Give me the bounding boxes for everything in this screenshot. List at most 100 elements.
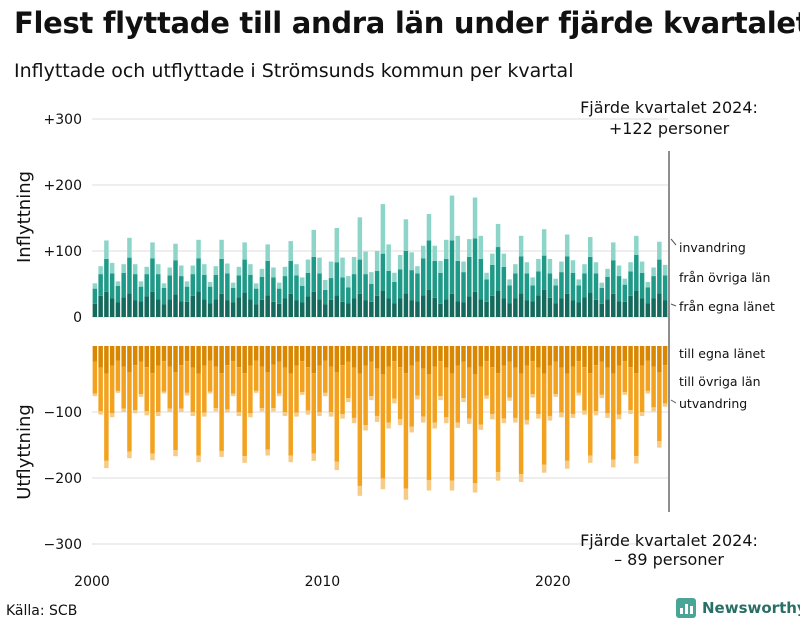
bar-in-egna-lanet (138, 301, 144, 317)
bar-out-egna-lanet (282, 346, 288, 368)
bar-out-egna-lanet (495, 346, 501, 374)
bar-out-utvandring (438, 396, 443, 401)
bar-in-invandring (587, 237, 593, 257)
bar-in-egna-lanet (161, 304, 167, 317)
bar-out-egna-lanet (518, 346, 524, 374)
bar-out-egna-lanet (144, 346, 149, 368)
bar-in-egna-lanet (351, 298, 357, 317)
bar-in-invandring (138, 281, 144, 287)
bar-in-invandring (305, 259, 311, 273)
bar-in-ovriga-lan (472, 238, 478, 292)
bar-in-ovriga-lan (513, 273, 518, 299)
brand-logo[interactable]: Newsworthy (676, 598, 800, 618)
bar-out-utvandring (397, 419, 403, 426)
bar-in-invandring (207, 282, 213, 287)
bar-out-egna-lanet (420, 346, 426, 369)
annotation-top-line2: +122 personer (609, 119, 730, 138)
bar-out-egna-lanet (196, 346, 201, 374)
bar-out-ovriga-lan (536, 367, 541, 414)
bar-in-egna-lanet (490, 295, 495, 317)
bar-in-ovriga-lan (127, 257, 132, 294)
bar-out-utvandring (179, 408, 184, 412)
bar-out-utvandring (645, 390, 651, 394)
bar-in-invandring (161, 283, 167, 288)
bar-in-egna-lanet (242, 292, 247, 317)
bar-in-ovriga-lan (449, 240, 455, 294)
bar-in-invandring (599, 282, 604, 288)
bar-in-egna-lanet (541, 289, 547, 317)
bar-out-egna-lanet (299, 346, 305, 362)
bar-out-egna-lanet (173, 346, 178, 373)
bar-out-utvandring (92, 393, 98, 397)
bar-out-ovriga-lan (219, 373, 224, 451)
bar-out-egna-lanet (179, 346, 184, 366)
bar-out-ovriga-lan (599, 361, 604, 395)
bar-out-ovriga-lan (426, 374, 432, 480)
bar-in-invandring (536, 258, 541, 272)
bar-out-ovriga-lan (645, 360, 651, 391)
bar-out-egna-lanet (161, 346, 167, 362)
bar-out-utvandring (271, 408, 276, 412)
bar-in-ovriga-lan (443, 258, 449, 300)
bar-in-egna-lanet (564, 293, 570, 317)
bar-out-egna-lanet (478, 346, 484, 367)
bar-in-invandring (478, 235, 484, 259)
bar-in-ovriga-lan (420, 258, 426, 296)
bar-in-egna-lanet (501, 298, 507, 317)
bar-out-egna-lanet (138, 346, 144, 362)
bar-in-egna-lanet (323, 304, 328, 317)
bar-out-egna-lanet (184, 346, 190, 362)
bar-out-utvandring (524, 419, 530, 425)
bar-in-egna-lanet (288, 293, 293, 317)
bar-in-ovriga-lan (161, 287, 167, 305)
bar-out-utvandring (518, 474, 524, 482)
bar-in-invandring (115, 281, 121, 286)
bar-out-ovriga-lan (380, 374, 386, 479)
bar-in-ovriga-lan (582, 273, 587, 298)
bar-in-invandring (553, 278, 558, 286)
bar-out-utvandring (127, 451, 132, 459)
bar-out-ovriga-lan (288, 373, 293, 456)
bar-out-egna-lanet (409, 346, 414, 366)
bar-out-egna-lanet (230, 346, 236, 362)
bar-out-utvandring (380, 478, 386, 490)
bar-in-ovriga-lan (611, 260, 616, 294)
bar-out-utvandring (461, 398, 466, 403)
x-tick-label: 2000 (74, 574, 110, 590)
bar-out-utvandring (392, 398, 397, 404)
bar-out-utvandring (559, 412, 564, 418)
bar-out-utvandring (265, 449, 270, 456)
bar-out-utvandring (115, 390, 121, 393)
bar-out-utvandring (132, 410, 138, 414)
bar-out-ovriga-lan (311, 373, 316, 454)
bar-out-ovriga-lan (507, 361, 512, 398)
bar-in-invandring (311, 229, 316, 257)
bar-in-egna-lanet (346, 303, 351, 317)
bar-in-egna-lanet (645, 303, 651, 317)
bar-in-egna-lanet (115, 302, 121, 317)
bar-in-invandring (236, 266, 242, 276)
bar-out-ovriga-lan (357, 373, 363, 486)
bar-out-ovriga-lan (328, 366, 334, 412)
bar-in-egna-lanet (662, 300, 668, 317)
bar-in-ovriga-lan (570, 272, 576, 301)
bar-in-ovriga-lan (616, 276, 622, 302)
bar-in-ovriga-lan (553, 285, 558, 304)
bar-in-invandring (259, 268, 265, 277)
bar-in-ovriga-lan (138, 286, 144, 302)
bar-in-ovriga-lan (374, 270, 380, 296)
bar-out-ovriga-lan (530, 361, 535, 395)
bar-in-ovriga-lan (657, 259, 662, 294)
bar-out-utvandring (657, 441, 662, 448)
bar-in-egna-lanet (628, 295, 633, 317)
bar-out-egna-lanet (541, 346, 547, 374)
bar-in-invandring (622, 278, 628, 285)
bar-out-utvandring (190, 412, 196, 416)
bar-out-utvandring (495, 472, 501, 481)
bar-out-egna-lanet (167, 346, 172, 367)
bar-out-ovriga-lan (132, 365, 138, 411)
bar-in-ovriga-lan (173, 260, 178, 295)
bar-out-ovriga-lan (467, 367, 472, 419)
bar-in-ovriga-lan (207, 286, 213, 304)
bar-in-ovriga-lan (311, 256, 316, 292)
